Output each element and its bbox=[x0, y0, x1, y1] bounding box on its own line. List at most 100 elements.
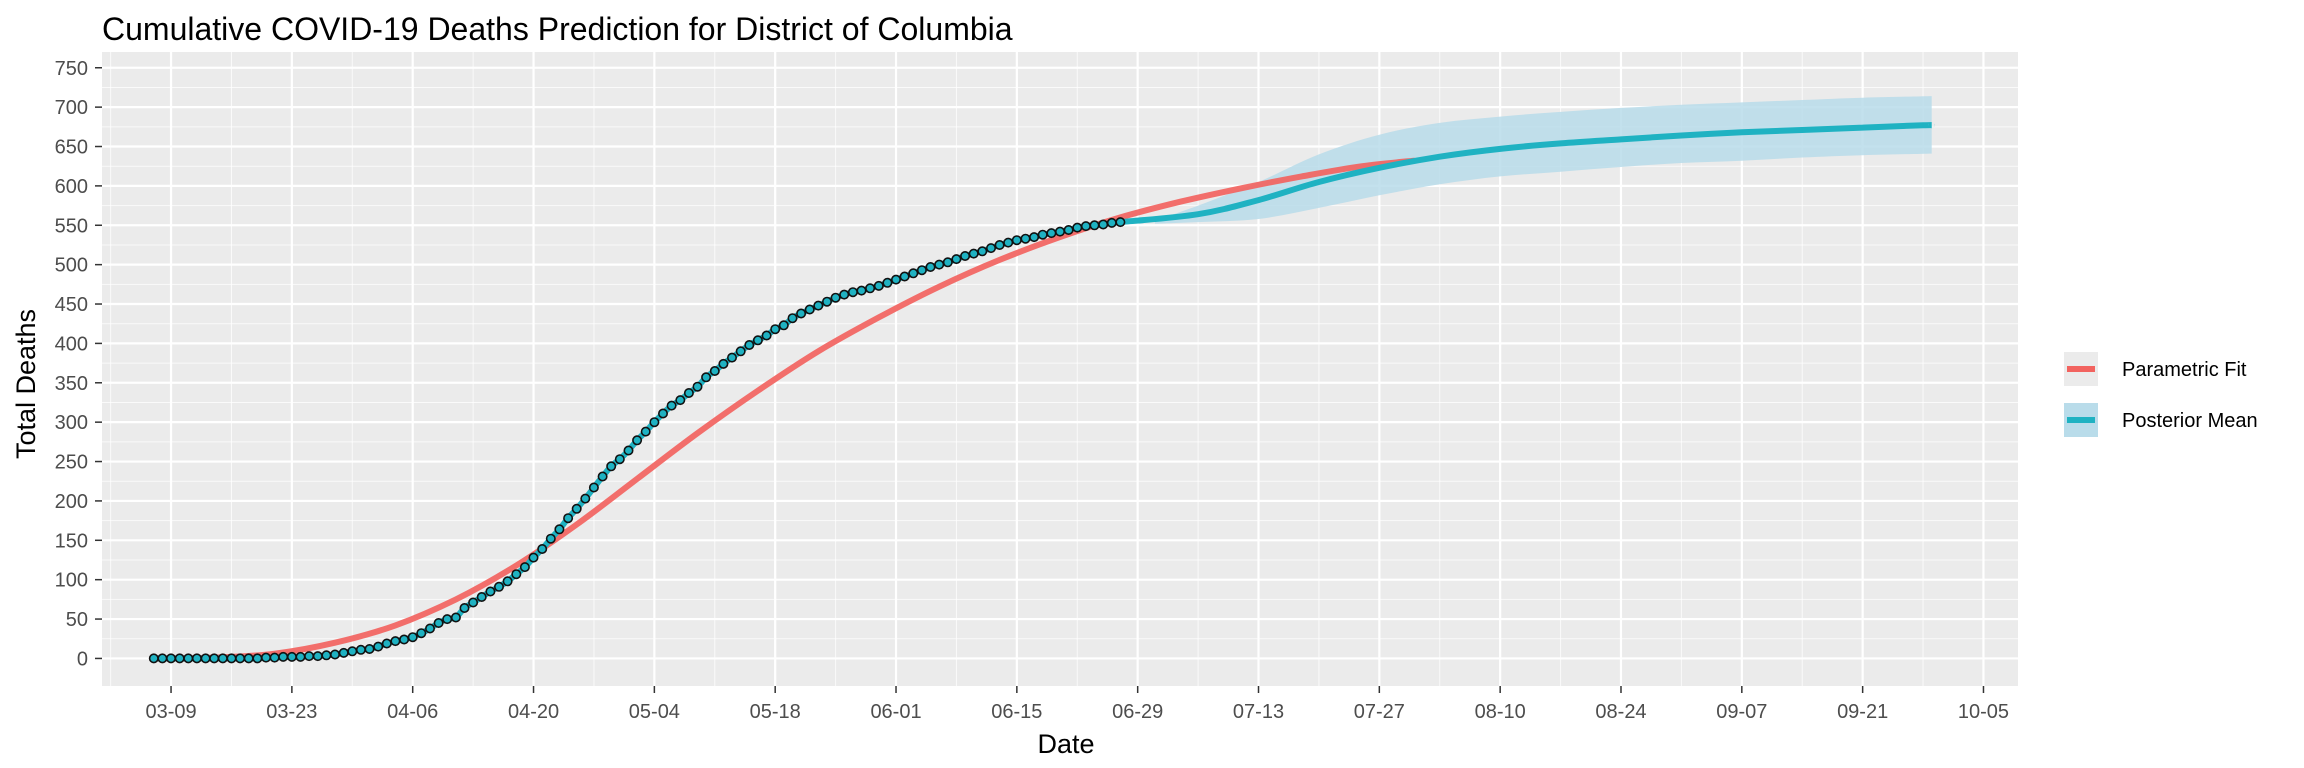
observed-point bbox=[847, 287, 858, 298]
observed-point bbox=[355, 644, 366, 655]
x-tick-label: 05-04 bbox=[629, 701, 680, 723]
observed-point bbox=[373, 641, 384, 652]
observed-point bbox=[485, 586, 496, 597]
y-tick-label: 100 bbox=[55, 570, 88, 592]
observed-point bbox=[1089, 220, 1100, 231]
x-tick-label: 06-01 bbox=[870, 701, 921, 723]
observed-point bbox=[916, 265, 927, 276]
observed-point bbox=[908, 268, 919, 279]
observed-point bbox=[407, 632, 418, 643]
observed-point bbox=[424, 623, 435, 634]
observed-point bbox=[226, 653, 237, 664]
observed-point bbox=[338, 647, 349, 658]
observed-point bbox=[787, 313, 798, 324]
observed-point bbox=[1063, 225, 1074, 236]
y-tick-label: 50 bbox=[66, 609, 88, 631]
observed-point bbox=[718, 358, 729, 369]
observed-point bbox=[1011, 235, 1022, 246]
observed-point bbox=[683, 387, 694, 398]
observed-point bbox=[364, 643, 375, 654]
y-tick-label: 250 bbox=[55, 452, 88, 474]
chart-title: Cumulative COVID-19 Deaths Prediction fo… bbox=[102, 11, 1013, 47]
observed-point bbox=[416, 628, 427, 639]
observed-point bbox=[312, 651, 323, 662]
legend-label-posterior: Posterior Mean bbox=[2122, 410, 2258, 432]
observed-point bbox=[442, 614, 453, 625]
observed-point bbox=[942, 257, 953, 268]
observed-point bbox=[1003, 237, 1014, 248]
observed-point bbox=[528, 552, 539, 563]
observed-point bbox=[778, 320, 789, 331]
observed-point bbox=[623, 445, 634, 456]
observed-point bbox=[304, 651, 315, 662]
legend: Parametric Fit Posterior Mean bbox=[2064, 352, 2258, 437]
observed-point bbox=[183, 653, 194, 664]
observed-point bbox=[511, 569, 522, 580]
observed-point bbox=[278, 651, 289, 662]
observed-point bbox=[960, 251, 971, 262]
observed-point bbox=[1055, 226, 1066, 237]
observed-point bbox=[399, 634, 410, 645]
y-tick-label: 750 bbox=[55, 58, 88, 80]
observed-point bbox=[692, 381, 703, 392]
observed-point bbox=[537, 543, 548, 554]
observed-point bbox=[951, 254, 962, 265]
observed-point bbox=[502, 576, 513, 587]
observed-point bbox=[329, 649, 340, 660]
y-axis-title: Total Deaths bbox=[11, 309, 41, 459]
observed-point bbox=[571, 503, 582, 514]
observed-point bbox=[632, 435, 643, 446]
observed-point bbox=[200, 653, 211, 664]
observed-point bbox=[580, 493, 591, 504]
x-tick-label: 04-06 bbox=[387, 701, 438, 723]
observed-point bbox=[545, 533, 556, 544]
observed-point bbox=[744, 339, 755, 350]
x-tick-label: 05-18 bbox=[750, 701, 801, 723]
observed-point bbox=[994, 240, 1005, 251]
observed-point bbox=[890, 274, 901, 285]
observed-point bbox=[1037, 229, 1048, 240]
observed-point bbox=[381, 638, 392, 649]
observed-point bbox=[709, 365, 720, 376]
observed-point bbox=[934, 259, 945, 270]
observed-point bbox=[1020, 233, 1031, 244]
observed-point bbox=[796, 308, 807, 319]
y-tick-label: 600 bbox=[55, 176, 88, 198]
observed-point bbox=[614, 454, 625, 465]
y-tick-label: 350 bbox=[55, 373, 88, 395]
observed-point bbox=[295, 651, 306, 662]
observed-point bbox=[865, 283, 876, 294]
observed-point bbox=[1098, 219, 1109, 230]
observed-point bbox=[735, 346, 746, 357]
observed-point bbox=[347, 646, 358, 657]
observed-point bbox=[873, 280, 884, 291]
observed-point bbox=[985, 243, 996, 254]
observed-point bbox=[726, 352, 737, 363]
y-tick-label: 400 bbox=[55, 333, 88, 355]
observed-point bbox=[925, 261, 936, 272]
observed-point bbox=[657, 408, 668, 419]
observed-point bbox=[450, 612, 461, 623]
x-tick-label: 06-29 bbox=[1112, 701, 1163, 723]
observed-point bbox=[1115, 217, 1126, 228]
x-tick-label: 09-21 bbox=[1837, 701, 1888, 723]
observed-point bbox=[752, 335, 763, 346]
observed-point bbox=[666, 400, 677, 411]
x-tick-label: 07-27 bbox=[1354, 701, 1405, 723]
y-tick-label: 450 bbox=[55, 294, 88, 316]
x-tick-label: 08-24 bbox=[1595, 701, 1646, 723]
observed-point bbox=[1080, 221, 1091, 232]
observed-point bbox=[770, 324, 781, 335]
observed-point bbox=[882, 277, 893, 288]
observed-point bbox=[217, 653, 228, 664]
legend-label-parametric: Parametric Fit bbox=[2122, 359, 2247, 381]
observed-point bbox=[476, 591, 487, 602]
observed-point bbox=[563, 513, 574, 524]
observed-point bbox=[761, 330, 772, 341]
observed-point bbox=[588, 482, 599, 493]
observed-point bbox=[675, 395, 686, 406]
x-tick-label: 04-20 bbox=[508, 701, 559, 723]
observed-point bbox=[166, 653, 177, 664]
observed-point bbox=[856, 285, 867, 296]
